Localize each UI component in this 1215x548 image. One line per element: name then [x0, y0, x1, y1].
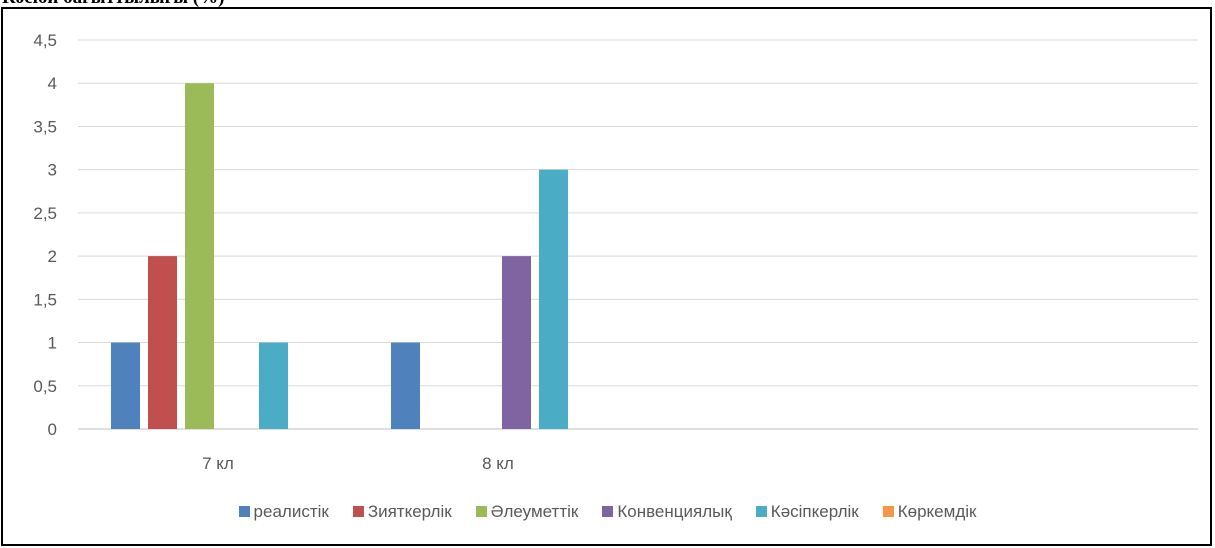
y-tick-label: 2	[48, 247, 57, 266]
y-tick-label: 0,5	[33, 377, 57, 396]
x-tick-label: 7 кл	[202, 454, 234, 473]
legend-entry: Зияткерлік	[352, 502, 452, 522]
bar-2-1	[391, 342, 420, 429]
legend-swatch	[238, 506, 250, 517]
y-tick-label: 4	[48, 74, 57, 93]
legend-swatch	[352, 506, 364, 517]
x-tick-label: 8 кл	[482, 454, 514, 473]
y-tick-label: 2,5	[33, 204, 57, 223]
bar-1-5	[259, 342, 288, 429]
bar-2-5	[539, 169, 568, 429]
legend-swatch	[755, 506, 767, 517]
legend-entry: Көркемдік	[882, 502, 977, 522]
bar-2-4	[502, 256, 531, 429]
y-tick-label: 3,5	[33, 117, 57, 136]
y-tick-label: 3	[48, 161, 57, 180]
legend-entry: Кәсіпкерлік	[755, 502, 859, 522]
legend-entry: реалистік	[238, 502, 329, 522]
legend-label: Кәсіпкерлік	[770, 502, 859, 521]
legend-entry: Әлеуметтік	[475, 502, 579, 522]
legend-label: Зияткерлік	[367, 502, 452, 521]
legend-swatch	[882, 506, 894, 517]
legend-label: Көркемдік	[897, 502, 977, 521]
legend-label: Конвенциялық	[617, 502, 732, 521]
y-tick-label: 1	[48, 334, 57, 353]
legend-entry: Конвенциялық	[602, 502, 732, 522]
bar-1-3	[185, 83, 214, 429]
y-tick-label: 4,5	[33, 31, 57, 50]
chart-legend: реалистік Зияткерлік Әлеуметтік Конвенциялы…	[0, 502, 1215, 522]
bar-1-1	[111, 342, 140, 429]
y-tick-label: 0	[48, 420, 57, 439]
header-strip: Кәсіби бағыттылығы (%)	[0, 0, 1215, 8]
legend-label: Әлеуметтік	[490, 502, 579, 521]
bar-1-2	[148, 256, 177, 429]
y-tick-label: 1,5	[33, 290, 57, 309]
legend-label: реалистік	[253, 502, 329, 521]
legend-swatch	[602, 506, 614, 517]
header-text: Кәсіби бағыттылығы (%)	[2, 0, 224, 8]
legend-swatch	[475, 506, 487, 517]
